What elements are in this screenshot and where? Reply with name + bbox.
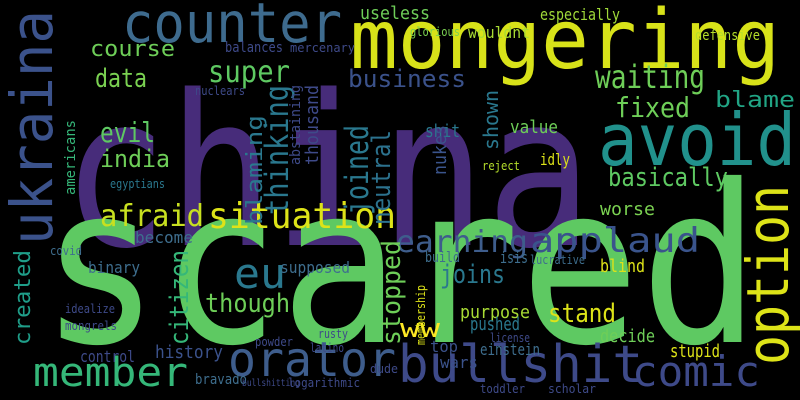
word: wouldnt [468,23,530,42]
word: stopped [377,240,407,345]
word: stand [548,299,616,329]
word: balances [225,40,283,56]
word: rusty [318,327,348,341]
word: pushed [470,314,520,335]
word: isis [500,248,528,267]
word: eu [234,249,286,298]
word: top [430,337,458,356]
word: supposed [280,258,350,277]
word: wars [440,353,478,372]
word: orator [228,332,396,388]
word: decide [600,326,655,347]
word: build [425,250,460,266]
word: india [100,145,170,173]
word: bullshitting [242,378,300,389]
word: binary [88,258,140,277]
word: bravado [195,372,247,388]
word: thousand [302,85,323,165]
word: glorious [410,25,460,39]
word: americans [63,120,79,195]
word: waiting [595,58,705,96]
word: situation [208,196,396,237]
word: mongrels [65,319,117,333]
word: especially [540,5,620,24]
word: joined [338,125,376,215]
word: comic [632,347,760,396]
word: shown [479,90,503,150]
word: dude [370,362,398,376]
word: basically [608,163,728,193]
word: worse [600,199,655,220]
word: evil [100,116,155,149]
word: counter [122,0,342,55]
word: scared [40,138,760,394]
word: abstaining [288,85,304,165]
word: joins [440,260,505,290]
word: blame [715,88,795,113]
word: membership [414,285,428,345]
word: covid [50,244,82,258]
word: citizen [165,250,195,345]
word: afraid [100,199,204,234]
word: reject [482,159,520,173]
word: toddler [480,382,525,396]
word: control [80,347,135,366]
word: ww [400,314,440,344]
word: value [510,117,558,138]
word: latino [310,341,344,355]
word: earning [396,225,528,260]
word: purpose [460,302,530,323]
word: business [348,65,466,93]
word: logarithmic [288,376,360,390]
word: bullshit [398,335,643,395]
word: course [90,37,175,62]
word: einstein [480,340,540,359]
word: fixed [615,91,690,124]
word: scholar [548,382,596,396]
word: thinking [258,85,296,215]
word: stupid [670,341,720,362]
word: idly [540,150,570,169]
word: member [33,350,188,396]
word: neutral [367,130,397,225]
word: lucrative [530,253,585,267]
word: mercenary [290,41,355,55]
word: china [62,50,592,295]
word: avoid [598,98,796,182]
word: mongering [350,0,780,88]
word: egyptians [110,177,165,191]
word: blaming [243,115,268,225]
word: blind [600,256,645,277]
word: created [11,250,36,345]
word: option [734,185,800,365]
word: powder [255,335,293,349]
word: shit [425,121,460,142]
word: useless [360,3,430,24]
word: though [205,289,290,319]
word: applaud [530,221,700,261]
word: defensive [695,28,760,44]
word: history [155,342,223,363]
word: idealize [65,302,115,316]
word: become [135,228,193,247]
word: super [208,55,290,90]
word: ukraina [0,10,66,245]
word: data [95,64,147,94]
word: nukes [430,125,451,175]
word: license [490,331,530,345]
word: nuclears [195,84,245,98]
